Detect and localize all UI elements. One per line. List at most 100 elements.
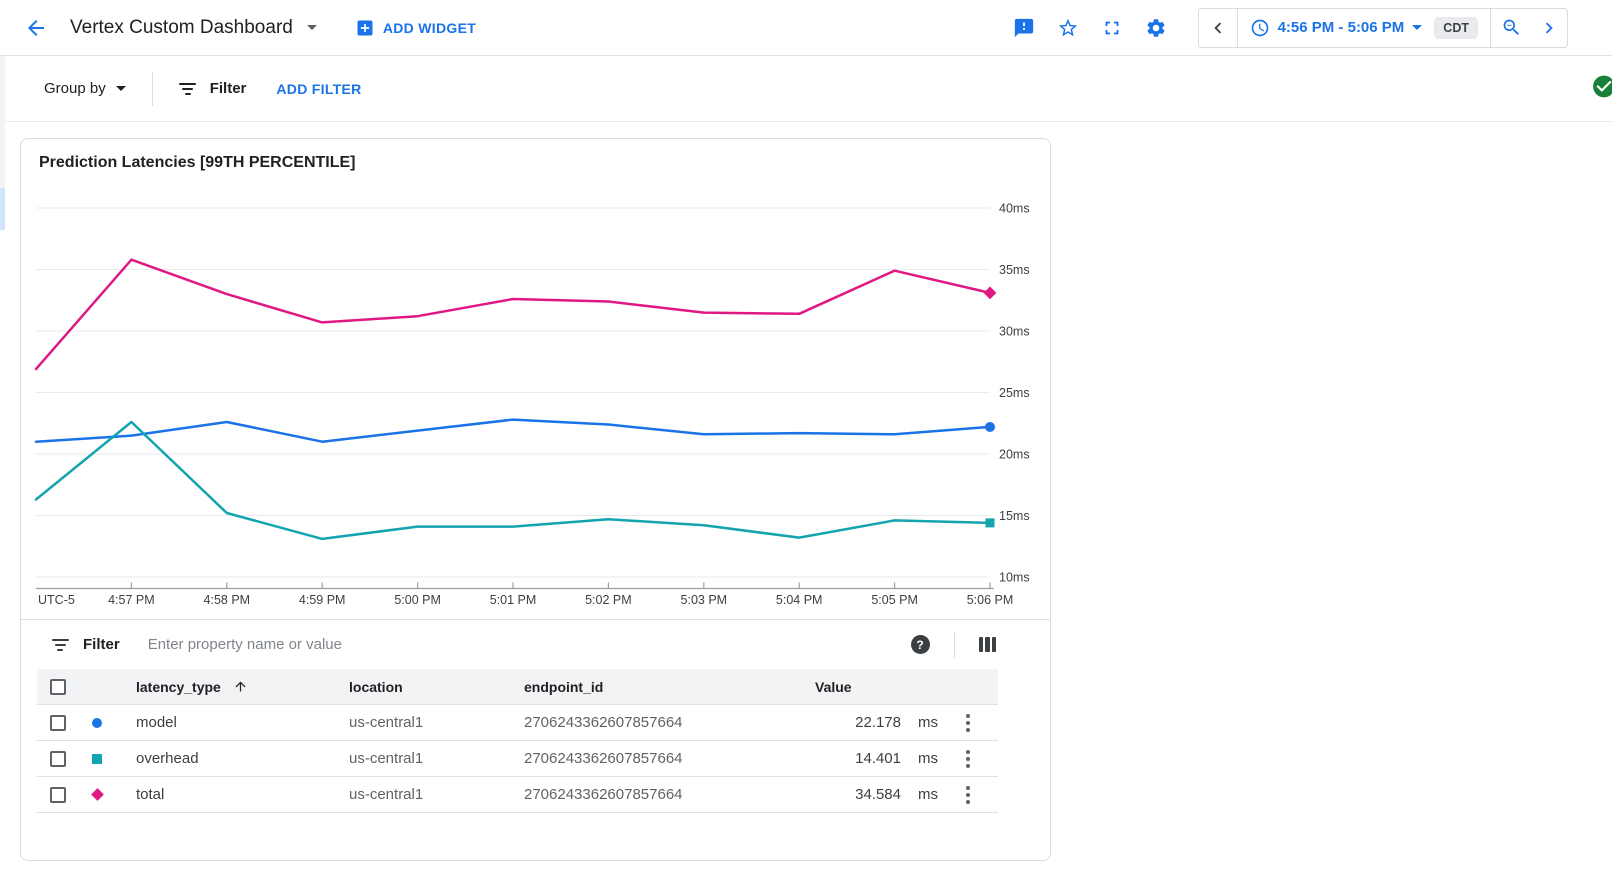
feedback-button[interactable] xyxy=(1004,8,1044,48)
series-endpoint-marker-model xyxy=(985,421,995,432)
y-axis-tick-label: 35ms xyxy=(999,263,1030,277)
x-axis-tick-label: 5:04 PM xyxy=(776,593,823,607)
check-circle-icon xyxy=(1593,75,1612,97)
series-color-marker xyxy=(90,788,104,801)
cell-endpoint-id: 2706243362607857664 xyxy=(524,714,683,731)
cell-latency-type: total xyxy=(136,786,165,803)
add-widget-label: ADD WIDGET xyxy=(382,19,477,36)
x-axis-tick-label: 5:03 PM xyxy=(681,593,728,607)
column-display-options-icon[interactable] xyxy=(978,637,996,652)
filter-list-icon xyxy=(51,638,69,651)
table-body: model us-central1 2706243362607857664 22… xyxy=(37,704,998,812)
cell-value-unit: ms xyxy=(918,750,938,767)
fullscreen-icon xyxy=(1105,21,1118,34)
time-range-control: 4:56 PM - 5:06 PM CDT xyxy=(1197,7,1568,48)
series-line-model xyxy=(34,418,992,443)
series-color-marker xyxy=(92,753,102,764)
x-axis-tick-label: 5:01 PM xyxy=(490,593,537,607)
filter-label: Filter xyxy=(209,80,247,97)
time-range-dropdown[interactable]: 4:56 PM - 5:06 PM xyxy=(1238,9,1435,47)
series-line-total xyxy=(34,258,992,371)
back-arrow-icon xyxy=(28,19,44,36)
title-dropdown-caret-icon[interactable] xyxy=(306,25,317,30)
time-range-caret-icon xyxy=(1412,25,1423,30)
zoom-out-button[interactable] xyxy=(1491,9,1531,47)
help-icon[interactable]: ? xyxy=(910,635,930,654)
x-axis-tick-label: 5:00 PM xyxy=(394,593,441,607)
x-axis-tick-label: 5:05 PM xyxy=(871,593,918,607)
time-back-button[interactable] xyxy=(1199,9,1237,47)
divider xyxy=(953,631,955,658)
latency-line-chart[interactable]: 40ms 35ms 30ms 25ms 20ms 15ms 10ms UTC-5 4:57 PM… xyxy=(21,187,1050,617)
series-color-marker xyxy=(92,717,102,728)
x-axis-tick-label: 5:02 PM xyxy=(585,593,632,607)
x-axis-tick-label: 5:06 PM xyxy=(967,593,1014,607)
divider xyxy=(1236,8,1238,47)
latency-table: latency_type location endpoint_id Value … xyxy=(37,669,998,813)
table-row[interactable]: total us-central1 2706243362607857664 34… xyxy=(37,776,998,812)
filter-list-icon xyxy=(179,82,197,95)
column-header-value[interactable]: Value xyxy=(815,678,852,695)
cell-value-unit: ms xyxy=(918,714,938,731)
row-checkbox[interactable] xyxy=(50,750,66,767)
top-app-bar: Vertex Custom Dashboard ADD WIDGET 4:56 … xyxy=(0,0,1612,56)
page-title: Vertex Custom Dashboard xyxy=(70,16,293,38)
chevron-right-icon xyxy=(1545,22,1553,33)
star-button[interactable] xyxy=(1048,8,1088,48)
cell-value: 14.401 xyxy=(855,750,901,767)
column-header-latency-type[interactable]: latency_type xyxy=(117,679,330,695)
time-forward-button[interactable] xyxy=(1531,9,1567,47)
x-axis-tick-label: 4:57 PM xyxy=(108,593,155,607)
row-checkbox[interactable] xyxy=(50,714,66,731)
cell-value: 34.584 xyxy=(855,786,901,803)
filter-section: Filter xyxy=(179,80,247,97)
dashboard-toolbar: Group by Filter ADD FILTER xyxy=(0,56,1612,122)
zoom-out-icon xyxy=(1503,19,1519,35)
row-menu-icon[interactable] xyxy=(938,713,998,732)
column-header-location[interactable]: location xyxy=(349,678,403,695)
column-header-endpoint-id[interactable]: endpoint_id xyxy=(524,678,604,695)
cell-endpoint-id: 2706243362607857664 xyxy=(524,786,683,803)
series-line-overhead xyxy=(34,420,992,541)
left-nav-rail[interactable] xyxy=(0,56,5,188)
add-filter-button[interactable]: ADD FILTER xyxy=(276,80,362,97)
table-row[interactable]: overhead us-central1 2706243362607857664… xyxy=(37,740,998,776)
widget-title: Prediction Latencies [99TH PERCENTILE] xyxy=(39,154,356,171)
y-axis-tick-label: 20ms xyxy=(999,448,1030,462)
settings-button[interactable] xyxy=(1136,8,1176,48)
table-filter-bar: Filter ? xyxy=(21,619,1050,669)
cell-endpoint-id: 2706243362607857664 xyxy=(524,750,683,767)
series-endpoint-marker-overhead xyxy=(985,518,995,528)
add-box-icon xyxy=(357,20,373,35)
clock-icon xyxy=(1251,19,1268,36)
add-widget-button[interactable]: ADD WIDGET xyxy=(355,18,476,38)
fullscreen-button[interactable] xyxy=(1092,8,1132,48)
row-menu-icon[interactable] xyxy=(938,749,998,768)
cell-value-unit: ms xyxy=(918,786,938,803)
select-all-checkbox[interactable] xyxy=(50,678,66,695)
sort-ascending-icon xyxy=(235,681,246,692)
latency-widget-card: Prediction Latencies [99TH PERCENTILE] 4… xyxy=(20,138,1051,861)
cell-value: 22.178 xyxy=(855,714,901,731)
divider xyxy=(151,71,153,106)
y-axis-tick-label: 25ms xyxy=(999,386,1030,400)
left-nav-rail-selection xyxy=(0,188,5,230)
feedback-icon xyxy=(1014,18,1033,37)
group-by-caret-icon xyxy=(115,86,126,91)
group-by-dropdown[interactable]: Group by xyxy=(44,80,126,97)
time-range-label: 4:56 PM - 5:06 PM xyxy=(1277,19,1405,36)
group-by-label: Group by xyxy=(44,80,106,97)
table-row[interactable]: model us-central1 2706243362607857664 22… xyxy=(37,704,998,740)
row-checkbox[interactable] xyxy=(50,786,66,803)
cell-latency-type: model xyxy=(136,714,177,731)
back-button[interactable] xyxy=(16,8,56,48)
status-saved-indicator xyxy=(1591,73,1612,104)
cell-location: us-central1 xyxy=(349,786,424,803)
x-axis-utc-label: UTC-5 xyxy=(38,593,75,607)
row-menu-icon[interactable] xyxy=(938,785,998,804)
divider xyxy=(1490,8,1491,47)
x-axis-tick-label: 4:59 PM xyxy=(299,593,346,607)
timezone-badge: CDT xyxy=(1434,16,1478,39)
series-endpoint-marker-total xyxy=(983,286,997,300)
table-filter-input[interactable] xyxy=(147,636,911,653)
